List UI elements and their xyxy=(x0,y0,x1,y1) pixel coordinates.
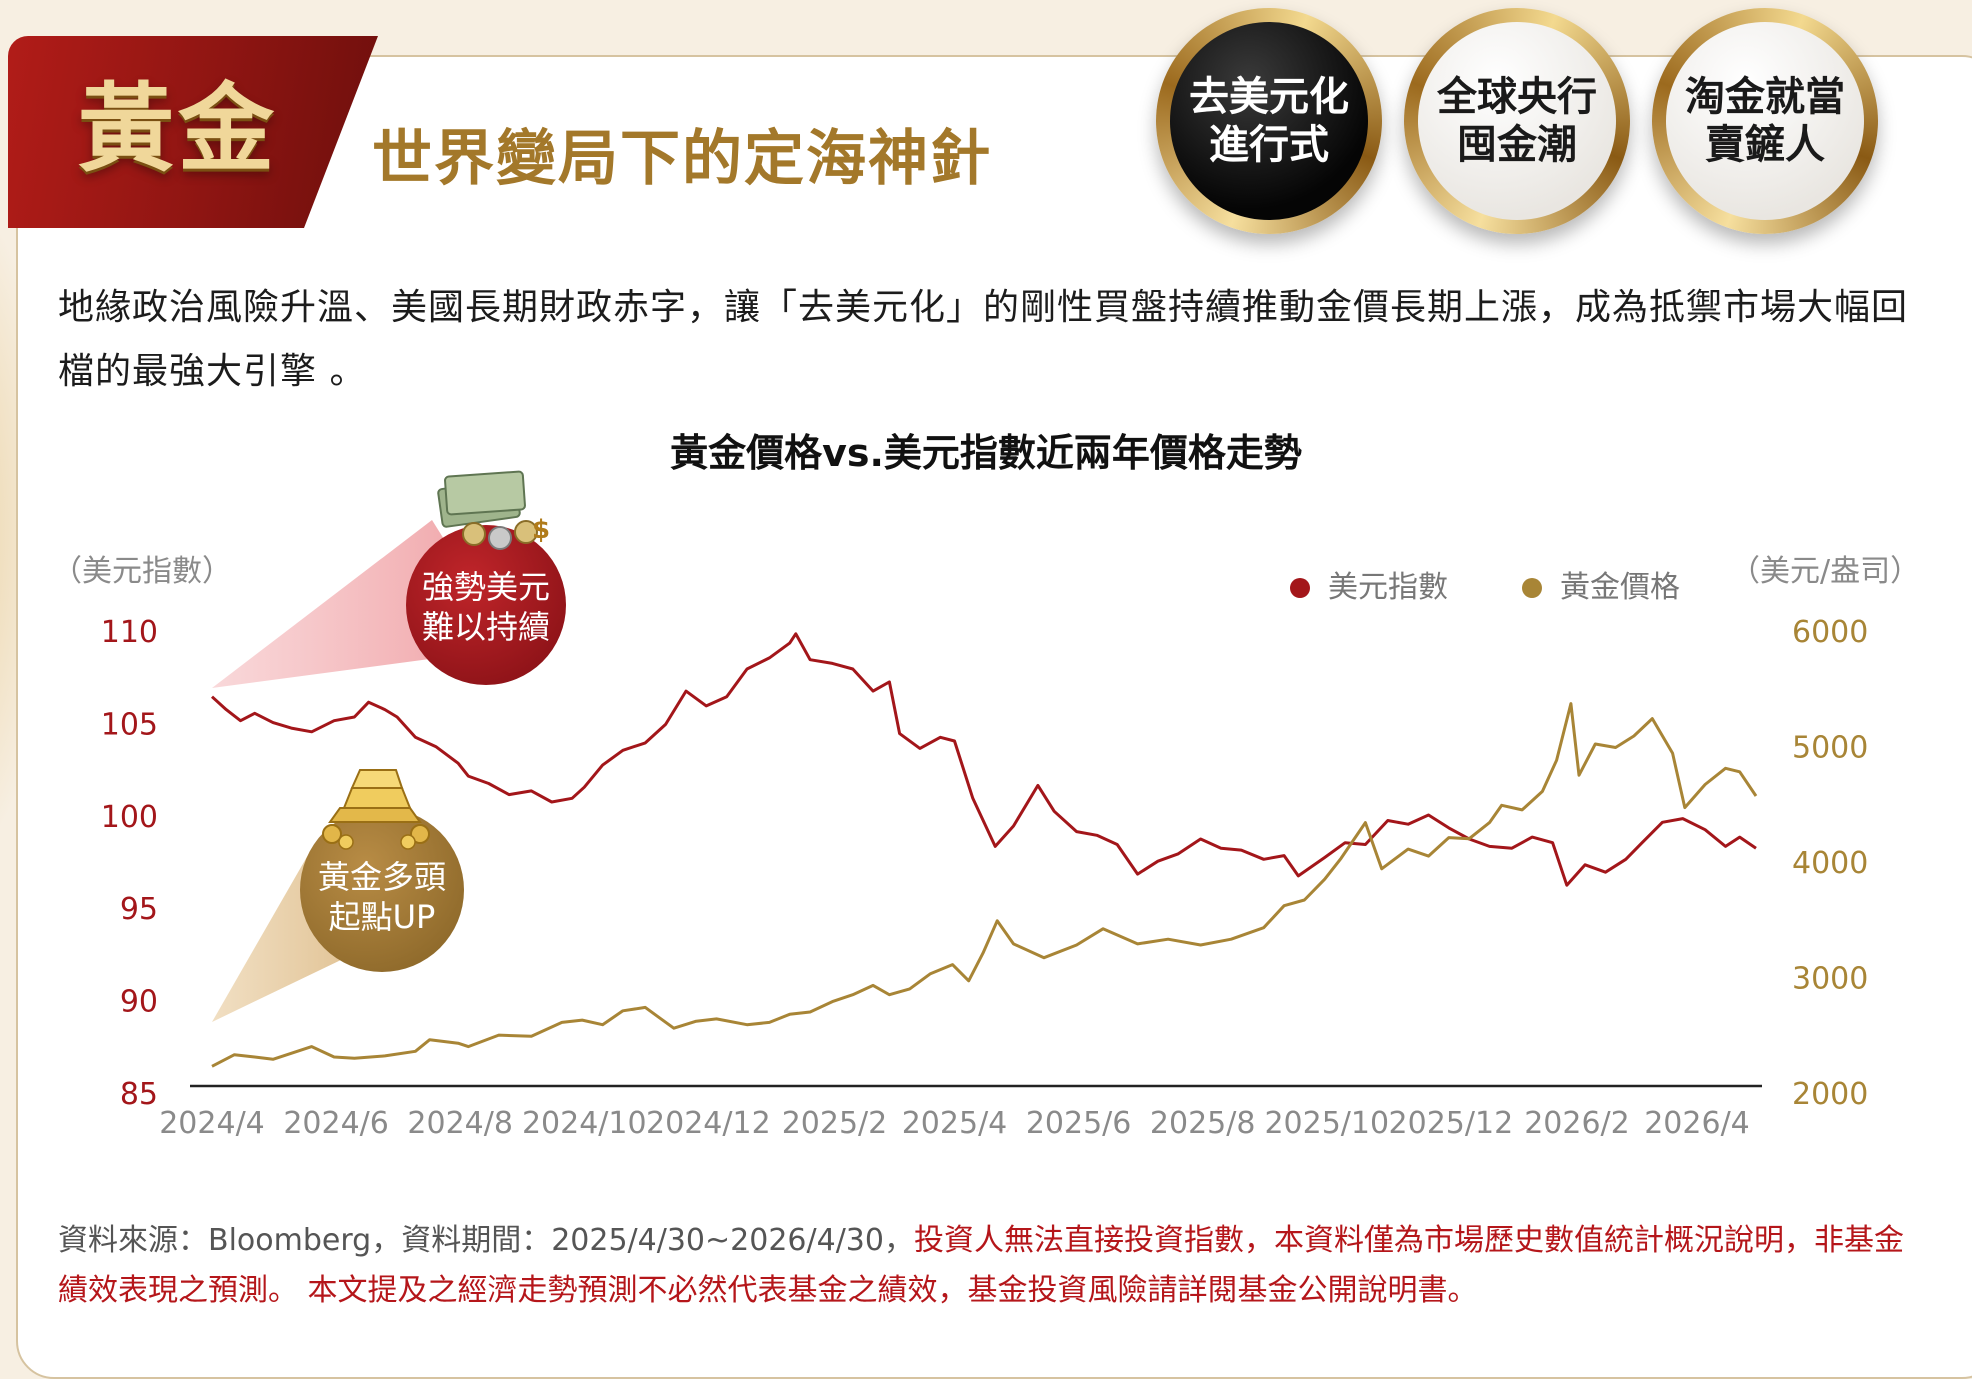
legend-label-gold: 黃金價格 xyxy=(1560,570,1680,605)
footnote-source: 資料來源：Bloomberg，資料期間：2025/4/30~2026/4/30， xyxy=(58,1223,914,1258)
x-tick-label: 2024/12 xyxy=(646,1106,771,1141)
usd-callout-text: 強勢美元 難以持續 xyxy=(406,567,566,647)
gold-price-line xyxy=(211,702,1758,1068)
badge-line1: 去美元化 xyxy=(1189,74,1349,120)
right-tick-label: 6000 xyxy=(1792,615,1868,650)
usd-callout-line1: 強勢美元 xyxy=(421,568,550,606)
cash-stack-icon: $ xyxy=(437,470,550,550)
x-tick-label: 2024/10 xyxy=(522,1106,647,1141)
x-tick-label: 2024/8 xyxy=(407,1106,513,1141)
gold-bars-icon xyxy=(322,769,430,850)
legend-swatch-gold xyxy=(1522,578,1542,598)
content-card xyxy=(16,55,1972,1379)
page-subtitle: 世界變局下的定海神針 xyxy=(372,124,992,194)
left-axis-caption: （美元指數） xyxy=(52,554,232,589)
left-axis-ticks: 110 105 100 95 90 85 xyxy=(101,615,158,1112)
svg-text:$: $ xyxy=(532,515,550,545)
left-tick-label: 110 xyxy=(101,615,158,650)
x-axis-ticks: 2024/4 2024/6 2024/8 2024/10 2024/12 2025/2 20… xyxy=(159,1106,1750,1141)
right-tick-label: 5000 xyxy=(1792,731,1868,766)
right-tick-label: 4000 xyxy=(1792,846,1868,881)
footnote-warning: 投資人無法直接投資指數，本資料僅為市場歷史數值統計概況說明，非基金績效表現之預測… xyxy=(58,1223,1904,1308)
badge-label: 去美元化 進行式 xyxy=(1170,22,1368,220)
usd-index-line xyxy=(210,632,1757,887)
left-tick-label: 95 xyxy=(120,892,158,927)
badge-de-dollarization[interactable]: 去美元化 進行式 xyxy=(1156,8,1382,234)
x-tick-label: 2025/10 xyxy=(1264,1106,1389,1141)
badge-line2: 賣鏟人 xyxy=(1705,122,1825,168)
price-chart: $ 110 105 100 95 90 85 6000 5000 4000 3000 2000 2… xyxy=(101,470,1868,1141)
badge-line1: 全球央行 xyxy=(1437,74,1597,120)
intro-paragraph: 地緣政治風險升溫、美國長期財政赤字，讓「去美元化」的剛性買盤持續推動金價長期上漲… xyxy=(58,287,1909,392)
left-tick-label: 100 xyxy=(101,800,158,835)
x-tick-label: 2024/6 xyxy=(283,1106,389,1141)
series-lines xyxy=(210,632,1758,1068)
x-tick-label: 2026/4 xyxy=(1644,1106,1750,1141)
badge-central-banks[interactable]: 全球央行 囤金潮 xyxy=(1404,8,1630,234)
footnote: 資料來源：Bloomberg，資料期間：2025/4/30~2026/4/30，… xyxy=(58,1216,1918,1316)
badge-label: 全球央行 囤金潮 xyxy=(1418,22,1616,220)
gold-callout-text: 黃金多頭 起點UP xyxy=(302,857,462,937)
x-tick-label: 2025/4 xyxy=(902,1106,1008,1141)
x-tick-label: 2026/2 xyxy=(1524,1106,1630,1141)
left-tick-label: 90 xyxy=(120,985,158,1020)
legend-item-gold: 黃金價格 xyxy=(1522,568,1680,608)
gold-callout-line1: 黃金多頭 xyxy=(317,858,446,896)
badge-label: 淘金就當 賣鏟人 xyxy=(1666,22,1864,220)
left-tick-label: 105 xyxy=(101,707,158,742)
x-tick-label: 2025/8 xyxy=(1150,1106,1256,1141)
usd-callout-line2: 難以持續 xyxy=(421,608,550,646)
right-tick-label: 2000 xyxy=(1792,1077,1868,1112)
badge-line2: 囤金潮 xyxy=(1457,122,1577,168)
tab-title: 黃金 xyxy=(78,72,278,185)
badge-line1: 淘金就當 xyxy=(1685,74,1845,120)
legend-label-usd: 美元指數 xyxy=(1328,570,1448,605)
x-tick-label: 2024/4 xyxy=(159,1106,265,1141)
legend-swatch-usd xyxy=(1290,578,1310,598)
usd-callout-bubble xyxy=(406,525,566,685)
right-axis-ticks: 6000 5000 4000 3000 2000 xyxy=(1792,615,1868,1112)
badge-line2: 進行式 xyxy=(1209,122,1329,168)
left-tick-label: 85 xyxy=(120,1077,158,1112)
right-tick-label: 3000 xyxy=(1792,962,1868,997)
badge-shovel-seller[interactable]: 淘金就當 賣鏟人 xyxy=(1652,8,1878,234)
chart-title: 黃金價格vs.美元指數近兩年價格走勢 xyxy=(670,431,1302,475)
legend-item-usd: 美元指數 xyxy=(1290,568,1448,608)
x-tick-label: 2025/12 xyxy=(1389,1106,1514,1141)
gold-callout-bubble xyxy=(300,808,464,972)
gold-callout-line2: 起點UP xyxy=(328,898,436,936)
right-axis-caption: （美元/盎司） xyxy=(1730,554,1921,589)
x-tick-label: 2025/6 xyxy=(1026,1106,1132,1141)
x-tick-label: 2025/2 xyxy=(782,1106,888,1141)
